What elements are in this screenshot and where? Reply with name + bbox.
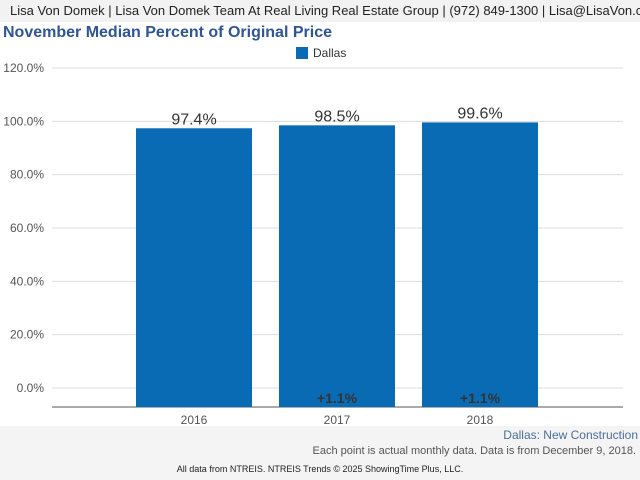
bar-chart: 0.0% 20.0% 40.0% 60.0% 80.0% 100.0% 120.0% 97.… [3,46,623,426]
bar-2018 [422,122,538,408]
source-note: All data from NTREIS. NTREIS Trends © 20… [176,464,464,474]
y-tick-label: 120.0% [3,61,44,75]
y-tick-label: 80.0% [10,168,44,182]
value-label-2016: 97.4% [171,111,216,128]
x-tick-label-2018: 2018 [467,413,494,426]
chart-title: November Median Percent of Original Pric… [3,24,332,41]
legend-swatch [296,47,308,59]
bar-2017 [279,125,395,407]
change-label-2017: +1.1% [317,390,358,406]
x-axis-ticks: 2016 2017 2018 [181,413,494,426]
y-tick-label: 100.0% [3,114,44,128]
bar-2016 [136,128,252,407]
y-tick-label: 60.0% [10,221,44,235]
x-tick-label-2017: 2017 [324,413,351,426]
value-label-2017: 98.5% [314,108,359,125]
y-tick-label: 20.0% [10,328,44,342]
data-note: Each point is actual monthly data. Data … [312,445,636,457]
y-tick-label: 0.0% [17,381,45,395]
change-label-2018: +1.1% [460,390,501,406]
x-tick-label-2016: 2016 [181,413,208,426]
agent-contact-line: Lisa Von Domek | Lisa Von Domek Team At … [10,3,640,18]
y-tick-label: 40.0% [10,274,44,288]
y-axis-ticks: 0.0% 20.0% 40.0% 60.0% 80.0% 100.0% 120.0% [3,61,44,395]
bars [136,122,538,408]
header-bar: Lisa Von Domek | Lisa Von Domek Team At … [0,0,640,22]
value-label-2018: 99.6% [457,105,502,122]
legend-label: Dallas [313,46,346,60]
bar-value-labels: 97.4% 98.5% +1.1% 99.6% +1.1% [171,105,502,406]
segment-note: Dallas: New Construction [503,428,638,442]
legend: Dallas [296,46,346,60]
footer [0,426,640,480]
